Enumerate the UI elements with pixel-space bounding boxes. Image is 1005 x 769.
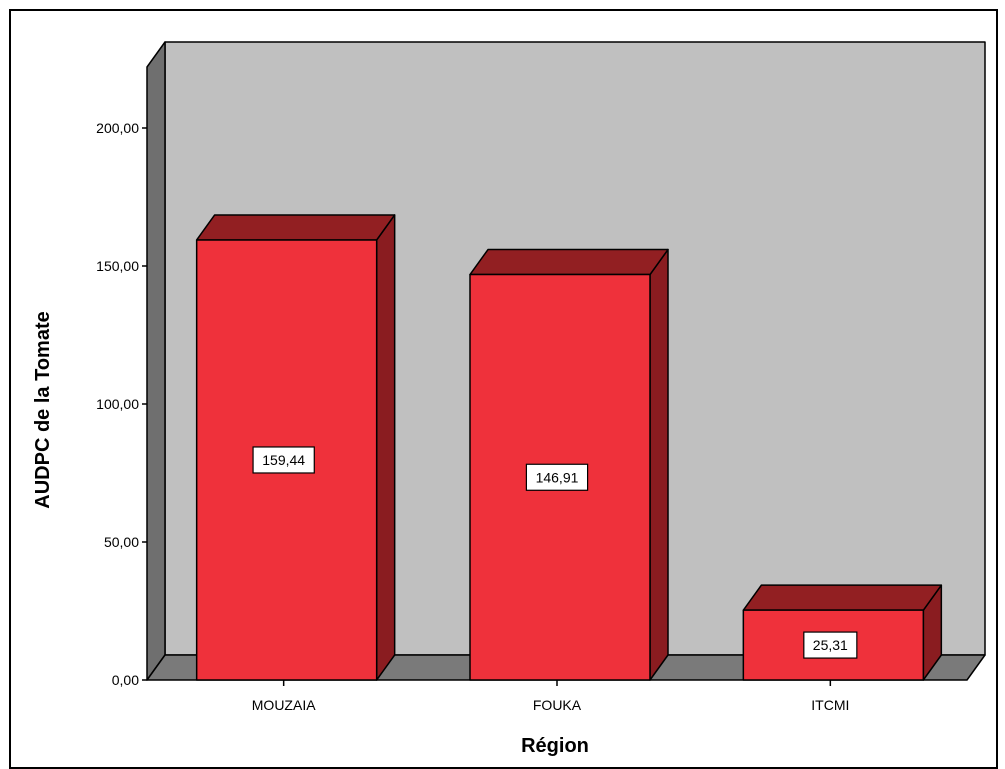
y-axis-title: AUDPC de la Tomate <box>32 311 54 508</box>
bar-top <box>195 214 396 241</box>
y-tick-label: 150,00 <box>96 258 139 274</box>
side-wall <box>146 41 166 681</box>
x-tick-label: MOUZAIA <box>252 697 316 713</box>
y-tick-label: 100,00 <box>96 396 139 412</box>
data-label: 25,31 <box>813 637 848 653</box>
bar: 159,44 <box>195 214 396 681</box>
bar-side <box>649 248 669 681</box>
bar-side <box>375 214 396 681</box>
y-axis: 0,00 50,00 100,00 150,00 200,00 <box>96 120 147 688</box>
y-tick-label: 200,00 <box>96 120 139 136</box>
data-label: 146,91 <box>536 469 579 485</box>
bar: 25,31 <box>742 584 943 681</box>
x-tick-label: FOUKA <box>533 697 582 713</box>
x-axis-title: Région <box>521 735 589 757</box>
data-label: 159,44 <box>262 452 305 468</box>
x-tick-label: ITCMI <box>811 697 849 713</box>
y-tick-label: 50,00 <box>104 534 139 550</box>
data-label-box <box>525 463 589 491</box>
bar-top <box>469 248 669 276</box>
bars: 159,44 146,91 25,31 <box>195 214 943 681</box>
data-label-box <box>803 631 858 659</box>
bar: 146,91 <box>469 248 669 681</box>
x-axis: MOUZAIA FOUKA ITCMI <box>252 680 849 713</box>
y-tick-label: 0,00 <box>112 672 139 688</box>
bar-top <box>742 584 943 611</box>
data-label-box <box>252 446 315 474</box>
